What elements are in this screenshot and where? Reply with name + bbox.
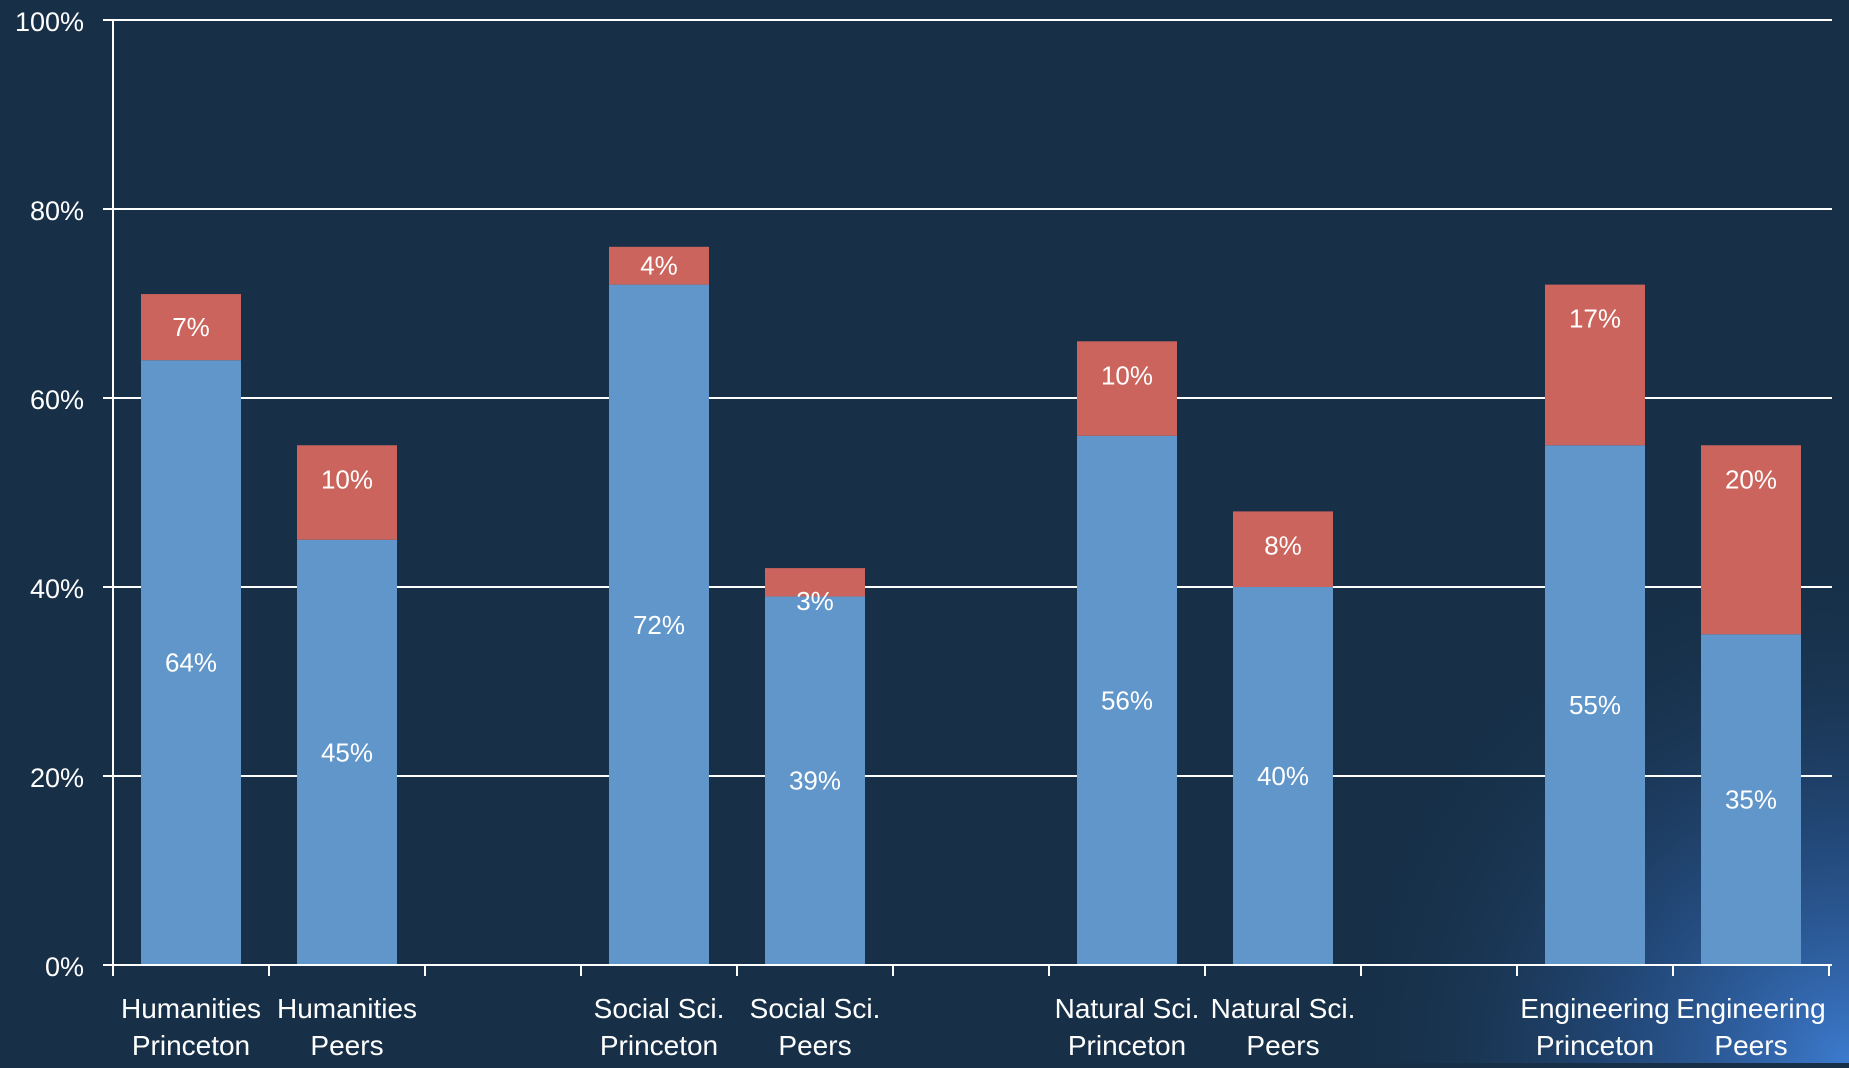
data-label: 20% bbox=[1725, 464, 1777, 494]
data-label: 45% bbox=[321, 737, 373, 767]
bar-segment-secondary bbox=[297, 445, 397, 540]
data-label: 72% bbox=[633, 610, 685, 640]
data-label: 40% bbox=[1257, 761, 1309, 791]
bar-segment-primary bbox=[765, 596, 865, 965]
bar-segment-secondary bbox=[141, 294, 241, 361]
bar-segment-primary bbox=[1077, 435, 1177, 965]
data-label: 4% bbox=[640, 251, 678, 281]
bar-segment-primary bbox=[297, 539, 397, 965]
x-tick-label: Engineering bbox=[1520, 993, 1669, 1024]
x-tick-label: Peers bbox=[310, 1030, 383, 1061]
x-tick-label: Humanities bbox=[277, 993, 417, 1024]
axes bbox=[112, 20, 1832, 976]
bar-segment-primary bbox=[141, 360, 241, 965]
x-tick-label: Natural Sci. bbox=[1211, 993, 1356, 1024]
y-tick-label: 100% bbox=[15, 7, 84, 37]
x-tick-label: Natural Sci. bbox=[1055, 993, 1200, 1024]
x-tick-label: Social Sci. bbox=[594, 993, 725, 1024]
x-tick-label: Princeton bbox=[600, 1030, 718, 1061]
x-tick-label: Peers bbox=[1714, 1030, 1787, 1061]
data-label: 55% bbox=[1569, 690, 1621, 720]
data-label: 64% bbox=[165, 648, 217, 678]
data-label: 56% bbox=[1101, 685, 1153, 715]
data-label: 17% bbox=[1569, 304, 1621, 334]
data-label: 8% bbox=[1264, 530, 1302, 560]
data-label: 35% bbox=[1725, 785, 1777, 815]
bar-segment-primary bbox=[1545, 445, 1645, 965]
x-tick-label: Princeton bbox=[1068, 1030, 1186, 1061]
bar-segment-primary bbox=[1233, 587, 1333, 965]
data-label: 3% bbox=[796, 586, 834, 616]
x-tick-label: Princeton bbox=[132, 1030, 250, 1061]
x-tick-label: Peers bbox=[1246, 1030, 1319, 1061]
x-tick-label: Engineering bbox=[1676, 993, 1825, 1024]
bar-segment-secondary bbox=[765, 568, 865, 597]
y-tick-label: 80% bbox=[30, 196, 84, 226]
bar-segment-primary bbox=[1701, 634, 1801, 965]
labels: 0% 20% 40% 60% 80% 100% 64% 7% 45% 10% 72% 4% 39% 3% 5… bbox=[15, 7, 1826, 1061]
bar-segment-secondary bbox=[1545, 284, 1645, 446]
y-tick-label: 60% bbox=[30, 385, 84, 415]
data-label: 10% bbox=[1101, 360, 1153, 390]
x-tick-label: Humanities bbox=[121, 993, 261, 1024]
bar-segment-secondary bbox=[609, 246, 709, 285]
bar-segment-primary bbox=[609, 284, 709, 966]
y-tick-label: 20% bbox=[30, 763, 84, 793]
data-label: 7% bbox=[172, 312, 210, 342]
x-tick-label: Princeton bbox=[1536, 1030, 1654, 1061]
y-tick-label: 0% bbox=[45, 952, 84, 982]
x-tick-label: Social Sci. bbox=[750, 993, 881, 1024]
bar-segment-secondary bbox=[1077, 341, 1177, 436]
data-label: 10% bbox=[321, 464, 373, 494]
data-label: 39% bbox=[789, 766, 841, 796]
bar-segment-secondary bbox=[1701, 445, 1801, 635]
bar-segment-secondary bbox=[1233, 511, 1333, 587]
y-tick-label: 40% bbox=[30, 574, 84, 604]
bars bbox=[141, 246, 1801, 966]
x-tick-label: Peers bbox=[778, 1030, 851, 1061]
